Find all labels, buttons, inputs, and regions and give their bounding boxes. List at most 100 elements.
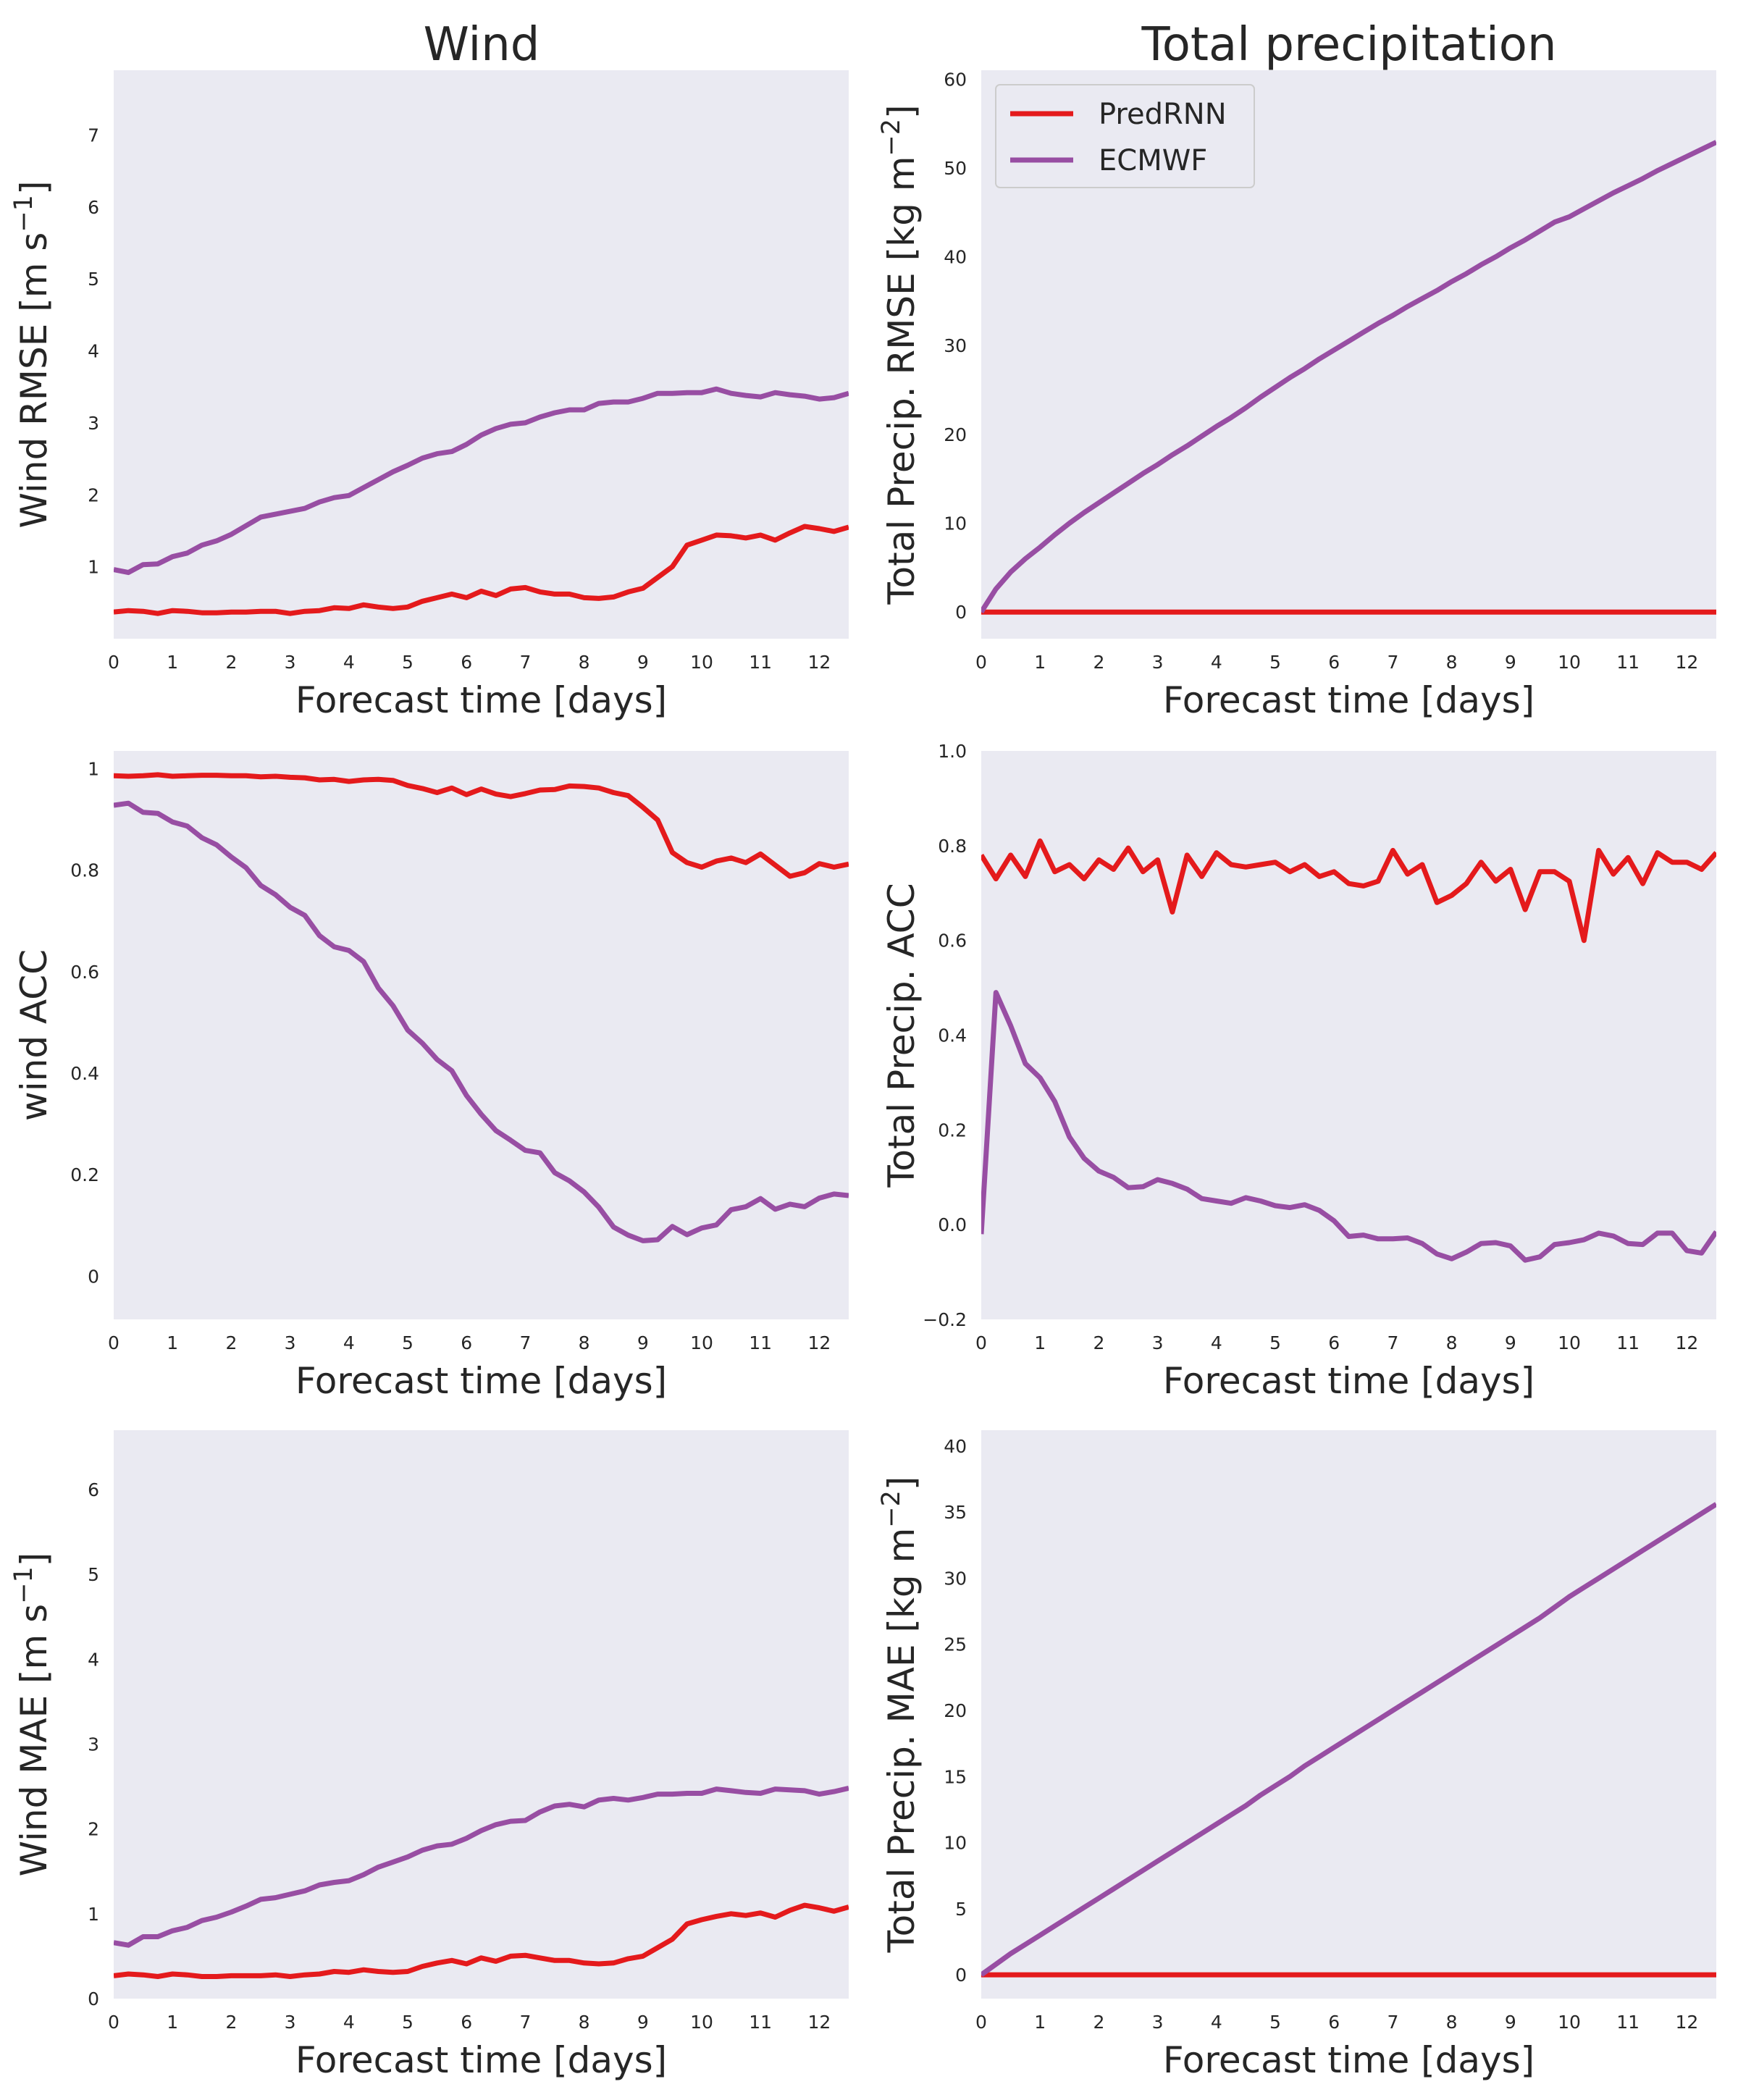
series-line-ecmwf	[981, 1502, 1716, 1977]
x-tick-label: 9	[637, 652, 649, 673]
series-lines	[114, 1785, 849, 1979]
x-tick-label: 2	[225, 2012, 237, 2033]
x-tick-label: 10	[1558, 652, 1581, 673]
y-tick-label: 35	[944, 1502, 967, 1523]
plot-area	[114, 70, 849, 639]
y-tick-label: 5	[955, 1899, 967, 1920]
series-lines	[981, 1502, 1716, 1978]
x-tick-label: 2	[1093, 652, 1104, 673]
x-tick-label: 1	[167, 652, 178, 673]
y-tick-label: 4	[88, 341, 99, 362]
x-tick-label: 10	[1558, 1332, 1581, 1353]
y-tick-label: −0.2	[923, 1309, 967, 1330]
x-tick-label: 0	[975, 2012, 987, 2033]
x-tick-label: 4	[343, 1332, 355, 1353]
x-tick-label: 3	[1152, 2012, 1164, 2033]
x-tick-label: 12	[807, 2012, 831, 2033]
y-axis-label: Wind RMSE [m s−1]	[9, 181, 55, 529]
y-tick-label: 0.2	[938, 1120, 967, 1141]
x-tick-label: 2	[225, 652, 237, 673]
y-tick-label: 6	[88, 197, 99, 218]
x-tick-label: 11	[1616, 1332, 1640, 1353]
x-tick-label: 4	[343, 652, 355, 673]
x-tick-label: 9	[637, 1332, 649, 1353]
x-tick-label: 1	[1034, 1332, 1046, 1353]
x-tick-label: 12	[807, 1332, 831, 1353]
x-tick-label: 0	[975, 1332, 987, 1353]
x-tick-label: 7	[519, 2012, 531, 2033]
y-axis-label: Total Precip. ACC	[881, 883, 923, 1188]
plot-area	[114, 751, 849, 1319]
y-tick-label: 2	[88, 1819, 99, 1840]
x-tick-label: 8	[579, 652, 590, 673]
x-tick-label: 7	[519, 1332, 531, 1353]
series-line-ecmwf	[114, 800, 849, 1243]
x-tick-label: 3	[1152, 1332, 1164, 1353]
x-tick-label: 7	[1387, 652, 1398, 673]
x-tick-label: 1	[1034, 2012, 1046, 2033]
x-tick-label: 3	[1152, 652, 1164, 673]
y-tick-label: 0.2	[70, 1164, 99, 1185]
x-tick-label: 7	[1387, 2012, 1398, 2033]
y-tick-label: 0.6	[70, 962, 99, 983]
y-tick-label: 6	[88, 1479, 99, 1500]
y-tick-label: 1	[88, 759, 99, 780]
x-tick-label: 11	[749, 1332, 772, 1353]
x-tick-label: 8	[579, 1332, 590, 1353]
series-lines	[981, 838, 1716, 1263]
y-axis-label: Total Precip. RMSE [kg m−2]	[877, 104, 923, 605]
column-title-wind: Wind	[424, 18, 540, 72]
y-tick-label: 0.8	[938, 836, 967, 857]
y-tick-label: 0	[955, 1965, 967, 1986]
x-axis-label: Forecast time [days]	[295, 1360, 667, 1402]
y-tick-label: 0.4	[938, 1025, 967, 1046]
chart-panel-4: 0 1 2 3 4 5 6 7 8 9 10 11 12−0.20.00.20.40.60.81.0Fo…	[881, 741, 1716, 1402]
legend-label-ecmwf: ECMWF	[1099, 144, 1207, 177]
x-tick-label: 6	[461, 1332, 472, 1353]
series-line-predrnn	[114, 524, 849, 616]
x-tick-label: 9	[1505, 1332, 1516, 1353]
y-tick-label: 2	[88, 484, 99, 505]
x-tick-label: 10	[690, 652, 713, 673]
plot-area	[981, 1430, 1716, 1999]
x-tick-label: 12	[1675, 1332, 1698, 1353]
x-tick-label: 10	[1558, 2012, 1581, 2033]
x-tick-label: 6	[1328, 2012, 1340, 2033]
x-tick-label: 5	[402, 652, 413, 673]
series-line-ecmwf	[981, 140, 1716, 614]
x-tick-label: 9	[1505, 652, 1516, 673]
x-tick-label: 5	[1269, 2012, 1281, 2033]
x-tick-label: 0	[108, 652, 119, 673]
y-tick-label: 30	[944, 335, 967, 356]
x-tick-label: 8	[1446, 652, 1458, 673]
y-tick-label: 3	[88, 413, 99, 434]
x-tick-label: 12	[1675, 652, 1698, 673]
plot-area	[114, 1430, 849, 1999]
column-title-total-precipitation: Total precipitation	[1141, 18, 1557, 72]
x-tick-label: 2	[225, 1332, 237, 1353]
y-tick-label: 0.4	[70, 1063, 99, 1084]
y-tick-label: 0.8	[70, 860, 99, 881]
x-tick-label: 3	[285, 1332, 296, 1353]
y-tick-label: 60	[944, 69, 967, 90]
y-tick-label: 3	[88, 1734, 99, 1755]
y-tick-label: 4	[88, 1649, 99, 1670]
x-tick-label: 4	[343, 2012, 355, 2033]
y-tick-label: 1	[88, 1904, 99, 1925]
x-tick-label: 4	[1211, 652, 1222, 673]
y-tick-label: 40	[944, 1436, 967, 1457]
y-tick-label: 7	[88, 125, 99, 146]
y-tick-label: 50	[944, 158, 967, 179]
y-tick-label: 15	[944, 1766, 967, 1787]
x-tick-label: 8	[1446, 1332, 1458, 1353]
x-tick-label: 12	[807, 652, 831, 673]
y-tick-label: 40	[944, 247, 967, 268]
x-tick-label: 11	[1616, 2012, 1640, 2033]
x-tick-label: 4	[1211, 1332, 1222, 1353]
x-tick-label: 5	[1269, 1332, 1281, 1353]
x-tick-label: 4	[1211, 2012, 1222, 2033]
